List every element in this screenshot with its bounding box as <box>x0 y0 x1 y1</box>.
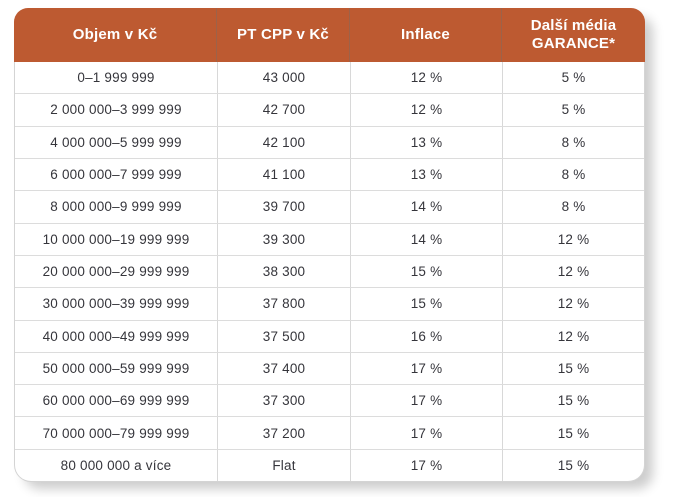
table-cell: 12 % <box>557 328 590 344</box>
table-cell: 39 300 <box>218 223 351 255</box>
table-cell: 40 000 000–49 999 999 <box>15 320 218 352</box>
table-cell: 2 000 000–3 999 999 <box>15 94 218 126</box>
table-cell: 38 300 <box>218 255 351 288</box>
table-row: 4 000 000–5 999 999 42 100 13 % 8 % <box>15 125 644 158</box>
table-row: 0–1 999 999 43 000 12 % 5 % <box>15 62 644 94</box>
table-row: 30 000 000–39 999 999 37 800 15 % 12 % <box>15 287 644 320</box>
table-cell: 14 % <box>351 223 503 255</box>
table-cell: 0–1 999 999 <box>15 62 218 94</box>
table-row: 50 000 000–59 999 999 37 400 17 % 15 % <box>15 351 644 385</box>
table-row: 80 000 000 a více Flat 17 % 15 % <box>15 448 644 482</box>
table-cell: 15 % <box>351 255 503 288</box>
table-cell: 15 % <box>351 288 503 320</box>
table-cell: 37 200 <box>218 417 351 449</box>
table-cell: 12 % <box>557 264 590 280</box>
table-cell: 17 % <box>351 417 503 449</box>
column-header-inflace: Inflace <box>350 8 502 62</box>
table-row: 10 000 000–19 999 999 39 300 14 % 12 % <box>15 222 644 255</box>
table-cell: 15 % <box>557 457 590 473</box>
table-cell: 12 % <box>351 94 503 126</box>
pricing-table-card: Objem v Kč PT CPP v Kč Inflace Další méd… <box>14 8 645 482</box>
table-cell: 8 % <box>561 167 586 183</box>
table-row: 2 000 000–3 999 999 42 700 12 % 5 % <box>15 93 644 126</box>
table-cell: 15 % <box>557 393 590 409</box>
table-cell: 17 % <box>351 449 503 482</box>
table-cell: 12 % <box>557 231 590 247</box>
table-row: 8 000 000–9 999 999 39 700 14 % 8 % <box>15 190 644 223</box>
table-cell: 16 % <box>351 320 503 352</box>
table-cell: 37 400 <box>218 352 351 385</box>
table-cell: 12 % <box>557 296 590 312</box>
table-cell: 43 000 <box>218 62 351 94</box>
table-cell: 17 % <box>351 385 503 417</box>
table-cell: 13 % <box>351 158 503 191</box>
table-cell: 15 % <box>557 425 590 441</box>
table-cell: 50 000 000–59 999 999 <box>15 352 218 385</box>
table-cell: 15 % <box>557 360 590 376</box>
table-cell: Flat <box>218 449 351 482</box>
table-cell: 6 000 000–7 999 999 <box>15 158 218 191</box>
column-header-dalsi-media-garance: Další média GARANCE* <box>530 16 617 52</box>
table-row: 70 000 000–79 999 999 37 200 17 % 15 % <box>15 416 644 449</box>
table-cell: 39 700 <box>218 191 351 223</box>
table-row: 40 000 000–49 999 999 37 500 16 % 12 % <box>15 319 644 352</box>
table-cell: 5 % <box>561 70 586 86</box>
table-cell: 60 000 000–69 999 999 <box>15 385 218 417</box>
table-row: 6 000 000–7 999 999 41 100 13 % 8 % <box>15 157 644 191</box>
column-header-objem: Objem v Kč <box>14 8 217 62</box>
table-cell: 80 000 000 a více <box>15 449 218 482</box>
table-cell: 8 % <box>561 199 586 215</box>
table-cell: 42 100 <box>218 126 351 158</box>
table-cell: 41 100 <box>218 158 351 191</box>
table-cell: 70 000 000–79 999 999 <box>15 417 218 449</box>
table-header-row: Objem v Kč PT CPP v Kč Inflace Další méd… <box>14 8 645 62</box>
table-cell: 42 700 <box>218 94 351 126</box>
table-cell: 37 800 <box>218 288 351 320</box>
table-cell: 4 000 000–5 999 999 <box>15 126 218 158</box>
table-cell: 37 300 <box>218 385 351 417</box>
table-row: 20 000 000–29 999 999 38 300 15 % 12 % <box>15 254 644 288</box>
table-row: 60 000 000–69 999 999 37 300 17 % 15 % <box>15 384 644 417</box>
table-body: 0–1 999 999 43 000 12 % 5 % 2 000 000–3 999 … <box>15 62 644 482</box>
column-header-pt-cpp: PT CPP v Kč <box>217 8 350 62</box>
table-cell: 30 000 000–39 999 999 <box>15 288 218 320</box>
table-cell: 14 % <box>351 191 503 223</box>
table-cell: 17 % <box>351 352 503 385</box>
table-cell: 13 % <box>351 126 503 158</box>
table-cell: 10 000 000–19 999 999 <box>15 223 218 255</box>
table-cell: 37 500 <box>218 320 351 352</box>
table-cell: 8 000 000–9 999 999 <box>15 191 218 223</box>
table-cell: 8 % <box>561 134 586 150</box>
table-cell: 5 % <box>561 102 586 118</box>
table-cell: 20 000 000–29 999 999 <box>15 255 218 288</box>
table-cell: 12 % <box>351 62 503 94</box>
